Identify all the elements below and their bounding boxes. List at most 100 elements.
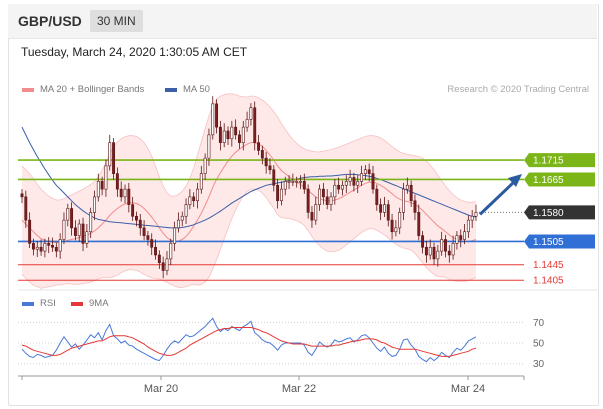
candle	[81, 217, 85, 252]
rsi-9ma-line	[21, 327, 477, 357]
legend-9ma: 9MA	[71, 298, 109, 309]
candle	[390, 213, 394, 240]
candle	[428, 239, 432, 260]
candle	[138, 213, 142, 236]
rsi-line	[21, 317, 477, 363]
bb-lower-line	[21, 188, 477, 289]
candle	[253, 101, 257, 151]
candle	[375, 184, 379, 211]
candle	[108, 134, 112, 171]
candle	[379, 198, 383, 221]
candle	[466, 215, 470, 238]
candle	[268, 158, 272, 175]
candle	[39, 239, 43, 256]
candle	[24, 190, 28, 228]
candle	[451, 235, 455, 260]
candle	[455, 230, 459, 250]
candle	[226, 126, 230, 145]
candle	[119, 181, 123, 202]
candle	[264, 151, 268, 174]
legend-ma20: MA 20 + Bollinger Bands	[22, 84, 144, 95]
candle	[70, 202, 74, 236]
candle	[352, 172, 356, 192]
candle	[142, 220, 146, 241]
x-tick-label: Mar 22	[282, 383, 316, 395]
candle	[241, 120, 245, 151]
candle	[302, 173, 306, 194]
candle	[43, 238, 47, 258]
candle	[196, 182, 199, 209]
research-credit: Research © 2020 Trading Central	[447, 84, 589, 95]
candle	[188, 189, 192, 210]
candle	[176, 212, 180, 233]
candle	[474, 204, 478, 221]
level-label: 1.1715	[533, 156, 564, 167]
candle	[314, 196, 318, 225]
candle	[234, 119, 238, 140]
candle	[417, 204, 421, 241]
candle	[154, 239, 157, 260]
candle	[341, 180, 344, 196]
candle	[51, 237, 54, 252]
rsi-panel: 70 50 30	[18, 317, 545, 370]
candle	[203, 153, 207, 180]
candle	[295, 176, 299, 188]
level-label: 1.1445	[533, 260, 564, 271]
candle	[249, 103, 253, 126]
candle	[54, 242, 58, 258]
candle	[329, 192, 333, 211]
candle	[207, 128, 211, 166]
candle	[413, 194, 417, 221]
level-label-bg	[524, 172, 595, 187]
candle	[459, 229, 463, 248]
candle	[318, 184, 322, 211]
candle	[100, 176, 104, 196]
candle	[62, 212, 66, 245]
candle	[131, 196, 135, 221]
candle	[199, 165, 203, 194]
candle	[444, 234, 447, 258]
candle	[89, 207, 93, 238]
candle	[192, 192, 196, 207]
level-current: 1.1580	[476, 205, 595, 220]
candle	[230, 120, 234, 147]
candle	[211, 96, 215, 140]
rsi-tick-label: 30	[533, 359, 545, 370]
chart-datetime: Tuesday, March 24, 2020 1:30:05 AM CET	[21, 45, 248, 59]
level-pivot: 1.1505	[18, 234, 595, 249]
legend-ma50: MA 50	[165, 84, 210, 95]
level-label: 1.1665	[533, 175, 564, 186]
candle	[66, 203, 70, 227]
ma9-swatch	[71, 301, 83, 306]
candle	[348, 169, 352, 187]
candle	[257, 134, 260, 156]
level-label: 1.1405	[533, 276, 564, 287]
candle	[85, 224, 89, 249]
candle	[291, 173, 295, 187]
candle	[398, 207, 402, 235]
rsi-swatch	[22, 301, 34, 306]
candle	[363, 165, 367, 180]
candle	[356, 175, 360, 193]
candle	[287, 175, 291, 190]
timeframe-badge[interactable]: 30 MIN	[90, 10, 143, 32]
candle	[402, 182, 405, 221]
candle	[222, 123, 226, 148]
level-support: 1.1405	[18, 276, 564, 287]
bollinger-bands	[21, 93, 477, 289]
level-label-bg	[524, 234, 595, 249]
candle	[238, 130, 241, 149]
candle	[333, 179, 337, 205]
candle	[360, 165, 363, 187]
candle	[180, 211, 184, 227]
candle	[115, 167, 119, 197]
candle	[28, 212, 32, 249]
candle	[93, 190, 96, 221]
candle	[276, 179, 280, 209]
candle	[96, 173, 100, 202]
candle	[127, 182, 131, 213]
candle	[58, 233, 62, 259]
level-label-bg	[524, 205, 595, 220]
candle	[184, 198, 188, 224]
